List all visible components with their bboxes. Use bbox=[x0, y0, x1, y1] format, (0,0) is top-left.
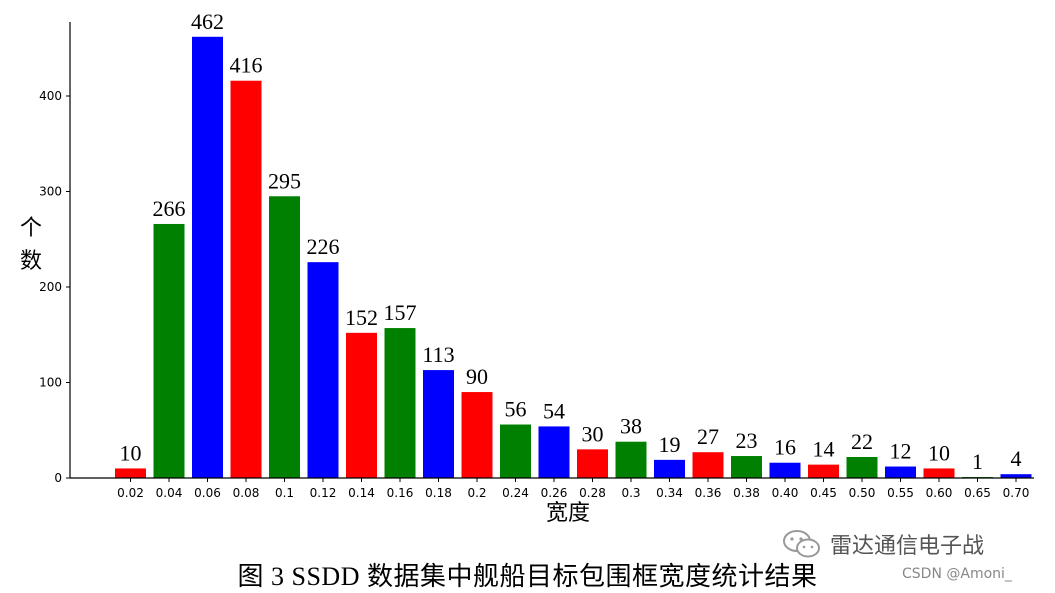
x-tick-label-0.3: 0.3 bbox=[621, 486, 640, 500]
bar-0.3 bbox=[615, 441, 647, 478]
data-label-0.45: 14 bbox=[813, 437, 835, 462]
bar-0.50 bbox=[846, 456, 878, 478]
bar-0.60 bbox=[923, 468, 955, 478]
data-label-0.50: 22 bbox=[851, 429, 873, 454]
y-tick-label-0: 0 bbox=[54, 471, 62, 485]
x-tick-label-0.50: 0.50 bbox=[849, 486, 876, 500]
watermark-sub: CSDN @Amoni_ bbox=[902, 566, 1012, 582]
x-tick-label-0.26: 0.26 bbox=[541, 486, 568, 500]
x-tick-label-0.45: 0.45 bbox=[810, 486, 837, 500]
data-label-0.08: 416 bbox=[230, 53, 263, 78]
bar-0.28 bbox=[577, 449, 608, 478]
x-tick-label-0.60: 0.60 bbox=[926, 486, 953, 500]
bar-0.02 bbox=[115, 468, 146, 478]
y-axis-label-part1: 个 bbox=[20, 216, 42, 241]
x-tick-label-0.55: 0.55 bbox=[887, 486, 914, 500]
figure-caption: 图 3 SSDD 数据集中舰船目标包围框宽度统计结果 bbox=[237, 562, 818, 591]
y-tick-label-100: 100 bbox=[39, 376, 62, 390]
data-label-0.02: 10 bbox=[120, 440, 142, 465]
bar-0.34 bbox=[654, 459, 685, 478]
data-label-0.70: 4 bbox=[1011, 446, 1022, 471]
data-label-0.38: 23 bbox=[736, 428, 758, 453]
x-axis-label: 宽度 bbox=[546, 501, 590, 526]
x-tick-label-0.06: 0.06 bbox=[194, 486, 221, 500]
y-tick-label-400: 400 bbox=[39, 89, 62, 103]
x-tick-label-0.70: 0.70 bbox=[1003, 486, 1030, 500]
x-tick-label-0.1: 0.1 bbox=[275, 486, 294, 500]
bar-0.04 bbox=[153, 223, 185, 478]
data-label-0.34: 19 bbox=[659, 432, 681, 457]
bar-0.70 bbox=[1000, 474, 1032, 478]
x-tick-label-0.16: 0.16 bbox=[387, 486, 414, 500]
bar-0.40 bbox=[769, 462, 801, 478]
x-tick-label-0.40: 0.40 bbox=[772, 486, 799, 500]
y-tick-label-300: 300 bbox=[39, 185, 62, 199]
bar-0.1 bbox=[269, 196, 300, 478]
x-tick-label-0.65: 0.65 bbox=[964, 486, 991, 500]
bar-0.2 bbox=[461, 392, 493, 478]
data-label-0.12: 226 bbox=[307, 234, 340, 259]
data-label-0.04: 266 bbox=[153, 196, 186, 221]
bar-0.08 bbox=[230, 80, 262, 478]
data-label-0.14: 152 bbox=[345, 305, 378, 330]
bar-0.55 bbox=[885, 466, 916, 478]
x-tick-label-0.04: 0.04 bbox=[156, 486, 183, 500]
y-axis-label-part2: 数 bbox=[20, 249, 42, 274]
bar-0.24 bbox=[500, 424, 531, 478]
x-tick-label-0.38: 0.38 bbox=[733, 486, 760, 500]
bar-0.36 bbox=[692, 452, 724, 478]
bar-0.12 bbox=[307, 262, 339, 478]
bar-0.18 bbox=[423, 370, 454, 478]
data-label-0.55: 12 bbox=[890, 439, 912, 464]
x-tick-label-0.2: 0.2 bbox=[467, 486, 486, 500]
bar-0.06 bbox=[192, 36, 223, 478]
x-tick-label-0.18: 0.18 bbox=[425, 486, 452, 500]
x-tick-label-0.34: 0.34 bbox=[656, 486, 683, 500]
data-label-0.2: 90 bbox=[466, 364, 488, 389]
x-tick-label-0.36: 0.36 bbox=[695, 486, 722, 500]
data-label-0.65: 1 bbox=[972, 449, 983, 474]
bar-0.26 bbox=[538, 426, 570, 478]
data-label-0.1: 295 bbox=[268, 168, 301, 193]
x-tick-label-0.28: 0.28 bbox=[579, 486, 606, 500]
data-label-0.60: 10 bbox=[928, 440, 950, 465]
bar-0.14 bbox=[346, 332, 377, 478]
bar-0.16 bbox=[384, 328, 416, 478]
y-axis-ticks: 0 100 200 300 400 bbox=[39, 89, 70, 485]
x-axis-ticks: 0.02 0.04 0.06 0.08 0.1 0.12 0.14 0.16 0.18 0.2 0.… bbox=[117, 478, 1029, 500]
x-tick-label-0.14: 0.14 bbox=[348, 486, 375, 500]
watermark-text: 雷达通信电子战 bbox=[830, 534, 985, 559]
bar-0.38 bbox=[731, 456, 762, 478]
data-label-0.28: 30 bbox=[582, 421, 604, 446]
wechat-icon bbox=[783, 530, 820, 558]
data-label-0.18: 113 bbox=[422, 342, 454, 367]
x-tick-label-0.02: 0.02 bbox=[117, 486, 144, 500]
x-tick-label-0.24: 0.24 bbox=[502, 486, 529, 500]
y-tick-label-200: 200 bbox=[39, 280, 62, 294]
data-label-0.3: 38 bbox=[620, 414, 642, 439]
bar-series bbox=[115, 36, 1032, 478]
data-label-0.40: 16 bbox=[774, 435, 796, 460]
data-label-0.16: 157 bbox=[384, 300, 417, 325]
data-label-0.24: 56 bbox=[505, 397, 527, 422]
bar-0.45 bbox=[808, 464, 839, 478]
x-tick-label-0.08: 0.08 bbox=[233, 486, 260, 500]
data-label-0.26: 54 bbox=[543, 398, 565, 423]
watermark: 雷达通信电子战 bbox=[782, 528, 984, 560]
data-label-0.36: 27 bbox=[697, 424, 719, 449]
data-label-0.06: 462 bbox=[191, 9, 224, 34]
x-tick-label-0.12: 0.12 bbox=[310, 486, 337, 500]
